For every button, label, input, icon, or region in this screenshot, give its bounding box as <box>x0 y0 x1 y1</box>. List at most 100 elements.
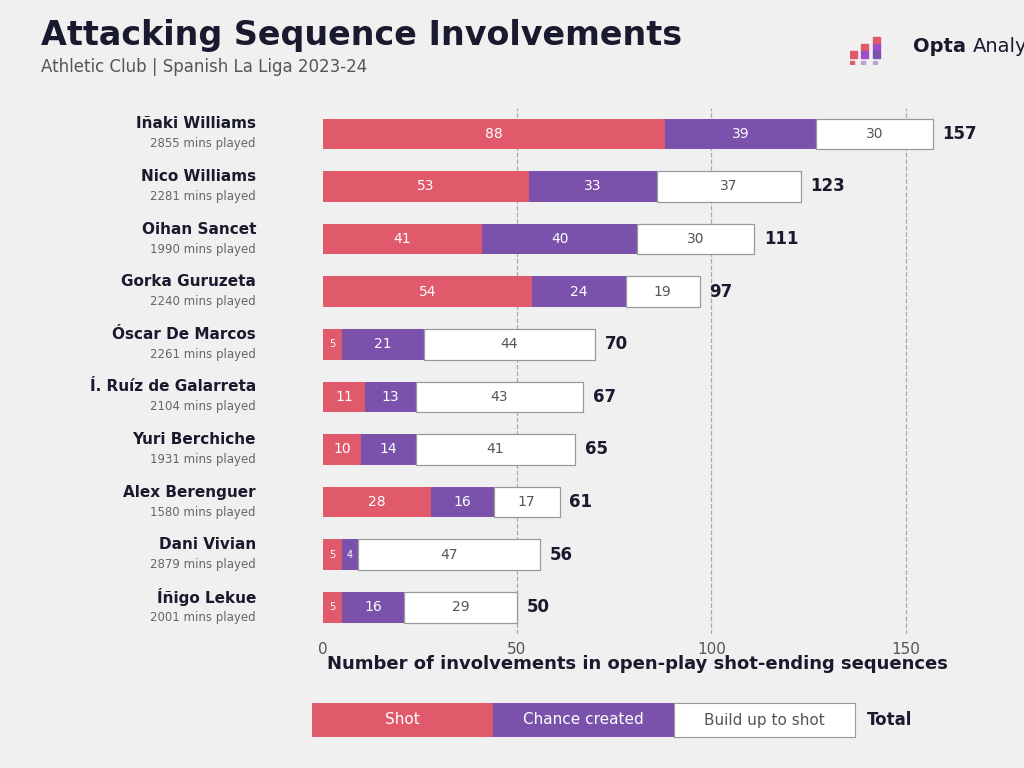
Bar <box>323 434 361 465</box>
Text: 67: 67 <box>593 388 615 406</box>
Text: 4: 4 <box>347 550 353 560</box>
Text: 44: 44 <box>501 337 518 351</box>
Bar <box>342 329 424 359</box>
Text: 157: 157 <box>943 125 977 143</box>
Text: 39: 39 <box>731 127 750 141</box>
Text: Analyst: Analyst <box>973 37 1024 56</box>
Bar <box>361 434 416 465</box>
Bar <box>816 118 933 149</box>
Text: 111: 111 <box>764 230 799 248</box>
Bar <box>528 171 656 202</box>
Text: Íñigo Lekue: Íñigo Lekue <box>157 588 256 606</box>
Text: 19: 19 <box>654 285 672 299</box>
Text: 10: 10 <box>333 442 351 456</box>
Bar <box>323 329 342 359</box>
Text: 33: 33 <box>584 180 601 194</box>
Text: 53: 53 <box>417 180 434 194</box>
Text: 2001 mins played: 2001 mins played <box>151 611 256 624</box>
Bar <box>494 487 560 518</box>
Bar <box>872 44 880 51</box>
Bar <box>424 329 595 359</box>
Bar <box>861 61 865 65</box>
Bar <box>482 223 637 254</box>
Bar <box>404 592 517 623</box>
Text: 61: 61 <box>569 493 593 511</box>
Bar <box>637 223 754 254</box>
Text: 88: 88 <box>484 127 503 141</box>
Bar <box>872 37 880 45</box>
Bar <box>416 382 583 412</box>
Text: 47: 47 <box>440 548 458 561</box>
Text: 21: 21 <box>374 337 391 351</box>
Text: 70: 70 <box>604 336 628 353</box>
Text: Athletic Club | Spanish La Liga 2023-24: Athletic Club | Spanish La Liga 2023-24 <box>41 58 368 75</box>
Text: 30: 30 <box>687 232 705 246</box>
Bar <box>323 382 366 412</box>
Text: 2240 mins played: 2240 mins played <box>151 295 256 308</box>
Bar <box>323 118 665 149</box>
Text: Í. Ruíz de Galarreta: Í. Ruíz de Galarreta <box>90 379 256 395</box>
Text: 13: 13 <box>382 390 399 404</box>
Text: 43: 43 <box>490 390 508 404</box>
Bar <box>850 51 857 58</box>
Bar <box>431 487 494 518</box>
Bar <box>342 539 357 570</box>
Text: Shot: Shot <box>385 713 420 727</box>
Bar <box>416 434 575 465</box>
Text: 29: 29 <box>452 601 469 614</box>
Text: 123: 123 <box>810 177 845 195</box>
Text: 5: 5 <box>329 602 336 612</box>
Text: 37: 37 <box>720 180 737 194</box>
Text: 24: 24 <box>570 285 588 299</box>
Bar <box>626 276 699 307</box>
Text: 41: 41 <box>486 442 505 456</box>
Bar <box>323 223 482 254</box>
Bar <box>357 539 541 570</box>
Text: 41: 41 <box>393 232 411 246</box>
Text: Oihan Sancet: Oihan Sancet <box>141 221 256 237</box>
Text: 5: 5 <box>329 339 336 349</box>
Text: 1580 mins played: 1580 mins played <box>151 505 256 518</box>
Bar <box>366 382 416 412</box>
Text: 5: 5 <box>329 550 336 560</box>
Bar <box>323 592 342 623</box>
Text: Attacking Sequence Involvements: Attacking Sequence Involvements <box>41 19 682 52</box>
Text: 30: 30 <box>866 127 884 141</box>
Text: Yuri Berchiche: Yuri Berchiche <box>132 432 256 447</box>
Bar <box>323 539 342 570</box>
Text: 2879 mins played: 2879 mins played <box>151 558 256 571</box>
Text: Chance created: Chance created <box>523 713 644 727</box>
Text: 2281 mins played: 2281 mins played <box>151 190 256 203</box>
Bar <box>656 171 801 202</box>
Text: 2104 mins played: 2104 mins played <box>151 400 256 413</box>
Text: 50: 50 <box>526 598 550 616</box>
Text: 56: 56 <box>550 546 573 564</box>
Text: 11: 11 <box>335 390 353 404</box>
Text: 65: 65 <box>585 441 608 458</box>
Bar <box>323 276 532 307</box>
Text: 40: 40 <box>551 232 568 246</box>
Text: Dani Vivian: Dani Vivian <box>159 537 256 552</box>
Text: Alex Berenguer: Alex Berenguer <box>123 485 256 500</box>
Text: Gorka Guruzeta: Gorka Guruzeta <box>121 274 256 290</box>
Text: 16: 16 <box>454 495 471 509</box>
Text: Opta: Opta <box>913 37 967 56</box>
Text: Total: Total <box>867 711 912 729</box>
Bar <box>323 487 431 518</box>
Text: Iñaki Williams: Iñaki Williams <box>136 116 256 131</box>
Bar <box>861 44 868 51</box>
Text: 2261 mins played: 2261 mins played <box>151 348 256 361</box>
Text: 97: 97 <box>710 283 732 300</box>
Text: 28: 28 <box>369 495 386 509</box>
Bar <box>665 118 816 149</box>
Text: 2855 mins played: 2855 mins played <box>151 137 256 151</box>
Text: 54: 54 <box>419 285 436 299</box>
Text: 17: 17 <box>518 495 536 509</box>
Bar <box>323 171 528 202</box>
Text: Number of involvements in open-play shot-ending sequences: Number of involvements in open-play shot… <box>327 655 948 674</box>
Bar <box>342 592 404 623</box>
Text: 16: 16 <box>365 601 382 614</box>
Text: 14: 14 <box>380 442 397 456</box>
Bar <box>861 51 868 58</box>
Bar <box>532 276 626 307</box>
